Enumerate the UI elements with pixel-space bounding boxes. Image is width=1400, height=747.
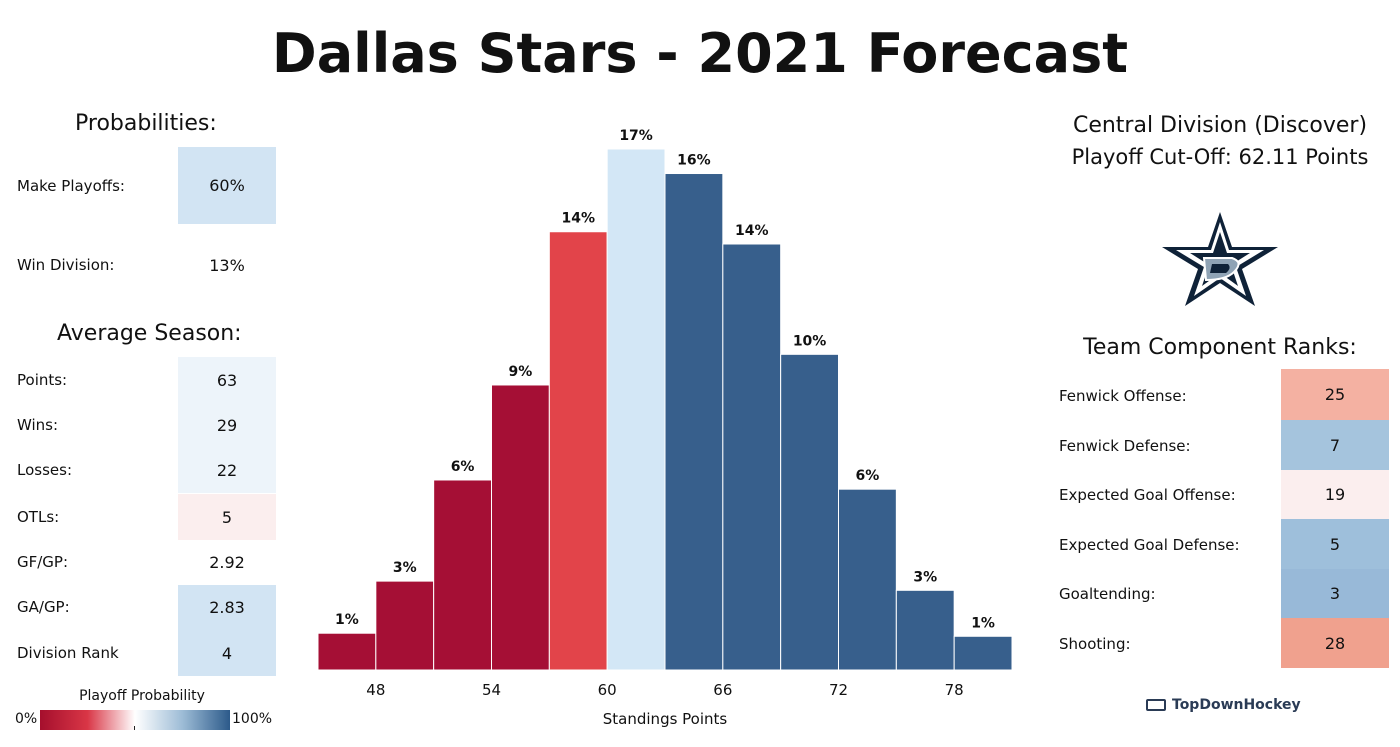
component-ranks-heading: Team Component Ranks: [1083, 335, 1357, 360]
x-axis-label: Standings Points [603, 710, 728, 728]
x-axis-ticks: 48 54 60 66 72 78 [366, 681, 963, 699]
histogram-bar-63 [664, 173, 724, 671]
topdownhockey-brand: TopDownHockey [1146, 697, 1301, 713]
legend-min-label: 0% [15, 711, 38, 727]
points-label: Points: [17, 371, 68, 389]
win-division-value: 13% [178, 245, 276, 285]
division-name: Central Division (Discover) [1072, 113, 1368, 138]
otls-value: 5 [178, 494, 276, 540]
x-tick-label-54: 54 [482, 681, 501, 699]
wins-value: 29 [178, 403, 276, 448]
legend-midpoint-tick [134, 726, 135, 730]
histogram-bar-45 [317, 632, 377, 671]
page-title: Dallas Stars - 2021 Forecast [271, 22, 1129, 85]
histogram-bar-label-54: 9% [509, 364, 533, 380]
histogram-bar-66 [722, 243, 782, 671]
histogram-bar-54 [491, 384, 550, 671]
expected-goal-defense-label: Expected Goal Defense: [1059, 536, 1240, 554]
division-rank-value: 4 [178, 630, 276, 676]
brand-logo-icon [1146, 699, 1166, 711]
otls-label: OTLs: [17, 508, 60, 526]
x-tick-label-60: 60 [598, 681, 617, 699]
histogram-bar-label-69: 10% [793, 333, 827, 349]
losses-value: 22 [178, 448, 276, 493]
goaltending-rank: 3 [1281, 569, 1389, 618]
x-tick-label-78: 78 [945, 681, 964, 699]
probabilities-heading: Probabilities: [75, 111, 217, 136]
histogram-bar-label-51: 6% [451, 459, 475, 475]
legend-max-label: 100% [232, 711, 273, 727]
make-playoffs-value: 60% [178, 147, 276, 224]
histogram-bar-48 [375, 580, 435, 671]
playoff-cutoff: Playoff Cut-Off: 62.11 Points [1071, 145, 1369, 169]
win-division-label: Win Division: [17, 256, 115, 274]
histogram-bar-label-63: 16% [677, 153, 711, 169]
histogram-bar-label-48: 3% [393, 560, 417, 576]
histogram-bar-69 [780, 353, 840, 671]
gf-gp-value: 2.92 [178, 540, 276, 585]
average-season-heading: Average Season: [57, 321, 242, 346]
dallas-stars-logo-icon [1162, 212, 1278, 306]
histogram-bar-57 [548, 231, 608, 671]
shooting-label: Shooting: [1059, 635, 1131, 653]
division-rank-label: Division Rank [17, 644, 119, 662]
fenwick-defense-label: Fenwick Defense: [1059, 437, 1191, 455]
histogram-bar-label-78: 1% [971, 615, 995, 631]
histogram-bar-label-75: 3% [913, 569, 937, 585]
brand-name: TopDownHockey [1172, 697, 1301, 713]
histogram-bar-label-60: 17% [619, 128, 653, 144]
goaltending-label: Goaltending: [1059, 585, 1156, 603]
gf-gp-label: GF/GP: [17, 553, 69, 571]
fenwick-defense-rank: 7 [1281, 420, 1389, 470]
fenwick-offense-label: Fenwick Offense: [1059, 387, 1187, 405]
wins-label: Wins: [17, 416, 59, 434]
histogram-bar-60 [606, 148, 666, 671]
fenwick-offense-rank: 25 [1281, 369, 1389, 420]
legend-gradient-bar [40, 710, 230, 730]
expected-goal-offense-rank: 19 [1281, 470, 1389, 519]
losses-label: Losses: [17, 461, 72, 479]
histogram-bars [317, 148, 1013, 671]
expected-goal-defense-rank: 5 [1281, 519, 1389, 569]
expected-goal-offense-label: Expected Goal Offense: [1059, 486, 1236, 504]
histogram-bar-78 [953, 635, 1013, 671]
histogram-bar-51 [433, 479, 492, 671]
shooting-rank: 28 [1281, 618, 1389, 668]
histogram-bar-label-72: 6% [856, 468, 880, 484]
histogram-bar-72 [838, 488, 897, 671]
x-tick-label-66: 66 [713, 681, 732, 699]
make-playoffs-label: Make Playoffs: [17, 177, 125, 195]
points-value: 63 [178, 357, 276, 403]
x-tick-label-72: 72 [829, 681, 848, 699]
histogram-bar-label-66: 14% [735, 223, 769, 239]
legend-title: Playoff Probability [79, 688, 205, 704]
histogram-bar-label-45: 1% [335, 612, 359, 628]
histogram-bar-labels: 1% 3% 6% 9% 14% 17% 16% 14% 10% 6% 3% 1% [335, 128, 995, 631]
ga-gp-value: 2.83 [178, 585, 276, 630]
ga-gp-label: GA/GP: [17, 598, 70, 616]
histogram-bar-75 [895, 589, 955, 671]
x-tick-label-48: 48 [366, 681, 385, 699]
histogram-bar-label-57: 14% [561, 211, 595, 227]
